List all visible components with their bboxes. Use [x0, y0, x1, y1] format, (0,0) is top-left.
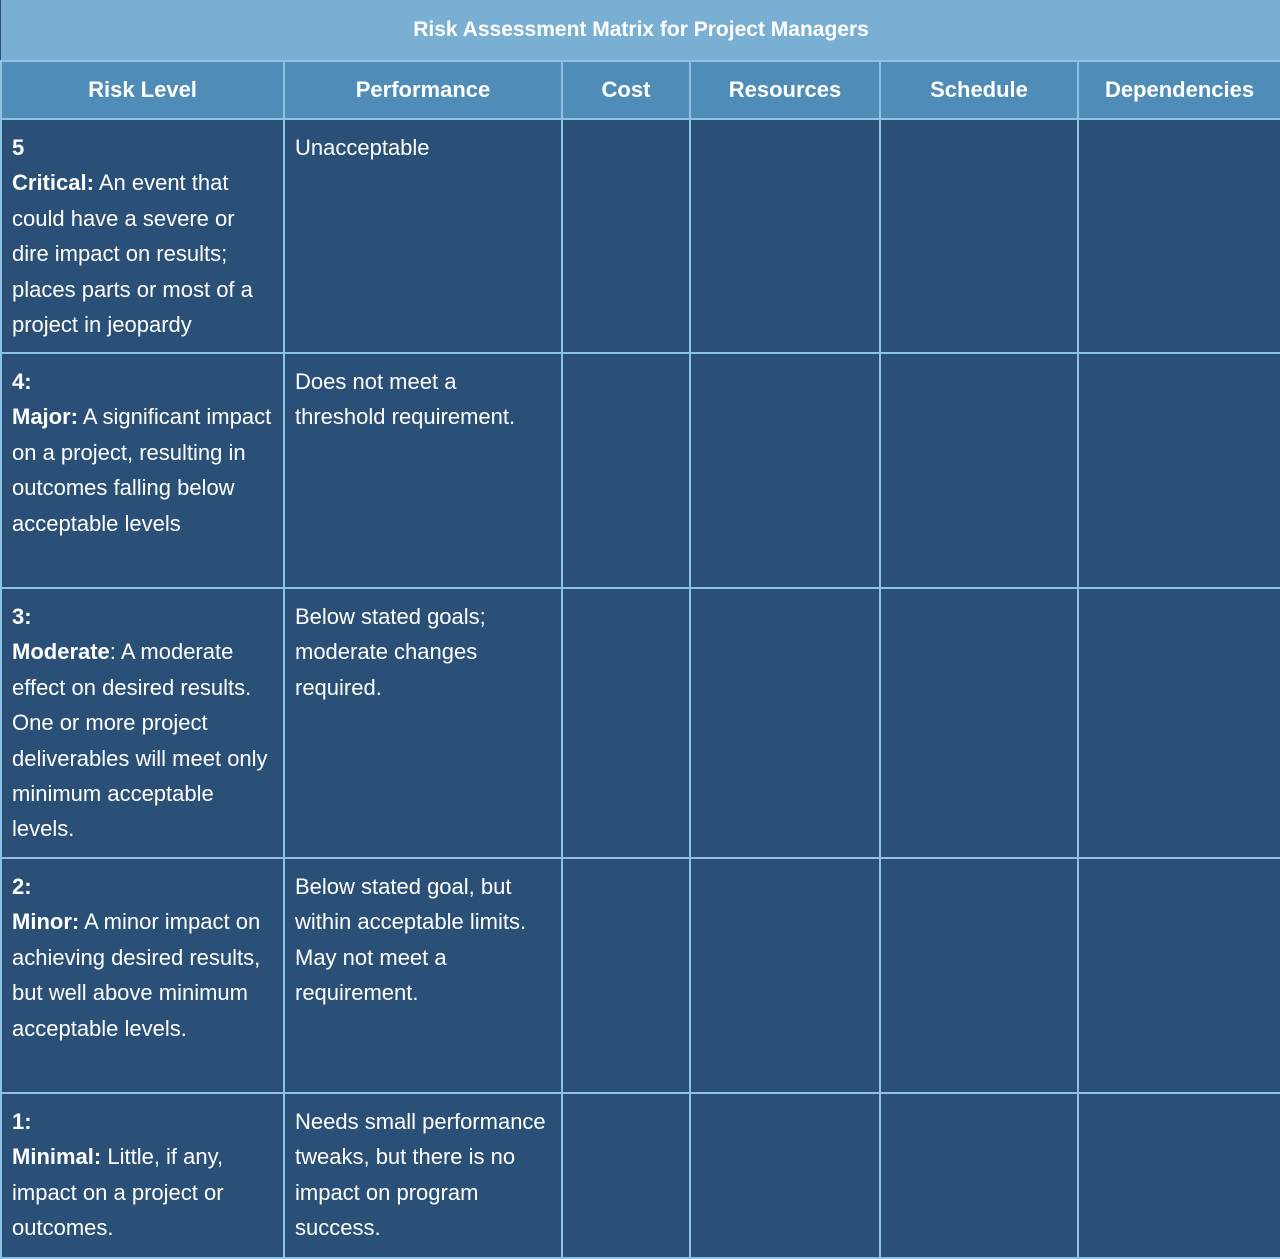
performance-cell: Does not meet a threshold requirement.	[283, 352, 563, 589]
performance-cell: Needs small performance tweaks, but ther…	[283, 1092, 563, 1259]
resources-cell	[689, 587, 881, 859]
risk-level-description: Little, if any, impact on a project or o…	[12, 1144, 224, 1241]
dependencies-cell	[1076, 352, 1280, 589]
cost-cell	[561, 352, 691, 589]
table-row: 5 Critical: An event that could have a se…	[0, 118, 1280, 354]
dependencies-cell	[1076, 118, 1280, 354]
table-row: 3: Moderate: A moderate effect on desired…	[0, 587, 1280, 859]
resources-cell	[689, 1092, 881, 1259]
table-title: Risk Assessment Matrix for Project Manag…	[1, 0, 1280, 62]
table-row: 4: Major: A significant impact on a proje…	[0, 352, 1280, 589]
risk-level-name: Critical:	[12, 170, 94, 196]
schedule-cell	[879, 352, 1079, 589]
resources-cell	[689, 857, 881, 1094]
column-header-dependencies: Dependencies	[1076, 60, 1280, 120]
risk-level-number: 4:	[12, 369, 32, 394]
risk-level-description: An event that could have a severe or dir…	[12, 170, 253, 338]
column-header-risk-level: Risk Level	[0, 60, 285, 120]
risk-level-name: Major:	[12, 404, 78, 430]
dependencies-cell	[1076, 587, 1280, 859]
risk-level-name: Minimal:	[12, 1144, 102, 1170]
resources-cell	[689, 352, 881, 589]
table-row: 2: Minor: A minor impact on achieving des…	[0, 857, 1280, 1094]
schedule-cell	[879, 118, 1079, 354]
risk-level-number: 1:	[12, 1109, 32, 1134]
cost-cell	[561, 118, 691, 354]
column-header-cost: Cost	[561, 60, 691, 120]
performance-cell: Unacceptable	[283, 118, 563, 354]
cost-cell	[561, 587, 691, 859]
risk-level-name: Minor:	[12, 909, 80, 935]
schedule-cell	[879, 1092, 1079, 1259]
risk-level-cell: 2: Minor: A minor impact on achieving des…	[0, 857, 285, 1094]
cost-cell	[561, 857, 691, 1094]
column-header-performance: Performance	[283, 60, 563, 120]
risk-level-number: 2:	[12, 874, 32, 899]
risk-level-name-suffix: :	[109, 639, 116, 665]
risk-level-number: 5	[12, 135, 25, 160]
risk-level-description: A significant impact on a project, resul…	[12, 404, 272, 536]
performance-cell: Below stated goal, but within acceptable…	[283, 857, 563, 1094]
schedule-cell	[879, 587, 1079, 859]
dependencies-cell	[1076, 857, 1280, 1094]
column-header-resources: Resources	[689, 60, 881, 120]
risk-level-number: 3:	[12, 604, 32, 629]
risk-level-cell: 3: Moderate: A moderate effect on desired…	[0, 587, 285, 859]
column-header-schedule: Schedule	[879, 60, 1079, 120]
table-row: 1: Minimal: Little, if any, impact on a p…	[0, 1092, 1280, 1259]
risk-level-name: Moderate	[12, 639, 110, 665]
cost-cell	[561, 1092, 691, 1259]
risk-level-cell: 1: Minimal: Little, if any, impact on a p…	[0, 1092, 285, 1259]
risk-level-description: A minor impact on achieving desired resu…	[12, 909, 261, 1041]
risk-level-description: A moderate effect on desired results. On…	[12, 639, 268, 842]
risk-level-cell: 5 Critical: An event that could have a se…	[0, 118, 285, 354]
performance-cell: Below stated goals; moderate changes req…	[283, 587, 563, 859]
risk-level-cell: 4: Major: A significant impact on a proje…	[0, 352, 285, 589]
dependencies-cell	[1076, 1092, 1280, 1259]
schedule-cell	[879, 857, 1079, 1094]
resources-cell	[689, 118, 881, 354]
